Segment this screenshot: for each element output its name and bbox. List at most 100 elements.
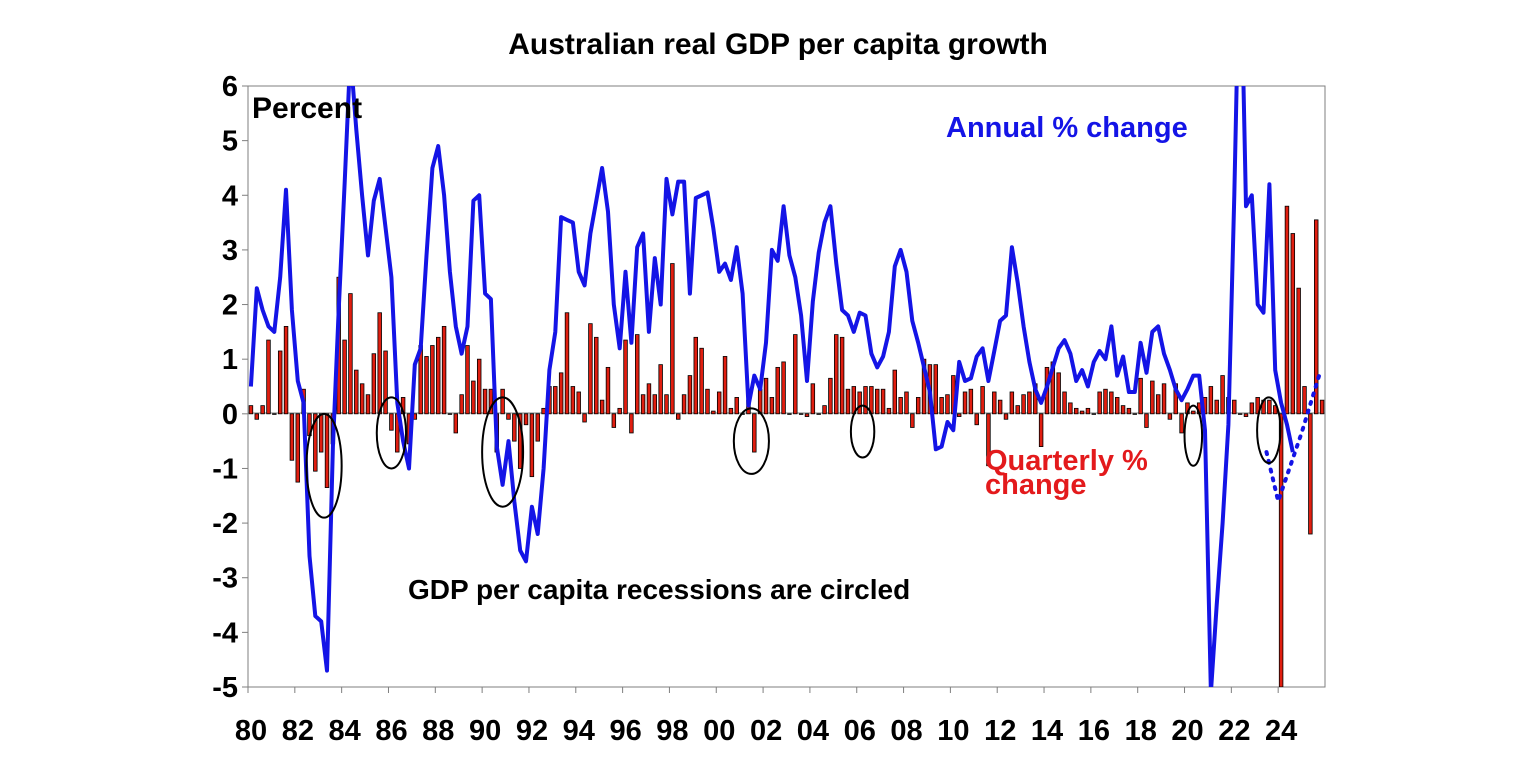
quarterly-bar [471,380,476,415]
quarterly-bar [804,413,810,417]
quarterly-bar [646,383,652,415]
quarterly-bar [1027,391,1032,415]
quarterly-bar [1038,413,1044,447]
quarterly-bar [822,405,827,415]
quarterly-bar [693,336,698,415]
quarterly-bar [266,339,271,415]
quarterly-bar [992,391,997,415]
quarterly-bar [529,413,535,478]
quarterly-bar [553,386,558,415]
quarterly-bars [248,205,1359,687]
x-tick-label: 88 [422,715,454,747]
quarterly-bar [1332,406,1336,414]
quarterly-bar [1161,383,1167,415]
quarterly-bar [623,339,628,415]
x-tick-label: 16 [1078,715,1110,747]
y-tick-label: -5 [212,672,238,704]
quarterly-bar [1109,391,1114,415]
quarterly-bar [1284,205,1290,415]
y-tick-label: 0 [222,399,238,431]
quarterly-bar [863,386,868,415]
quarterly-bar [1249,402,1255,415]
x-tick-label: 18 [1125,715,1157,747]
quarterly-bar [769,397,775,415]
quarterly-bar [986,413,991,467]
quarterly-bar [1214,399,1219,415]
quarterly-bar [705,388,710,415]
recession-circle [481,396,525,508]
quarterly-bar [260,405,265,415]
quarterly-series-label-line1: Quarterly % [985,445,1148,477]
quarterly-bar [857,391,862,415]
quarterly-bar [699,347,704,415]
x-tick-label: 12 [984,715,1016,747]
quarterly-bar [482,388,488,415]
quarterly-bar [348,293,353,415]
quarterly-bar [1091,413,1097,415]
quarterly-bar [1074,407,1079,415]
quarterly-bar [974,413,979,426]
quarterly-bar [1220,375,1225,415]
quarterly-bar [635,334,640,415]
x-tick-label: 04 [797,715,829,747]
quarterly-bar [787,413,792,415]
quarterly-bar [945,394,950,415]
x-tick-label: 86 [375,715,407,747]
quarterly-bar [1355,414,1359,452]
quarterly-bar [915,397,921,415]
annual-series-line [248,86,1295,687]
quarterly-bar [1097,391,1102,415]
quarterly-bar [1350,414,1354,430]
quarterly-bar [1290,233,1296,415]
quarterly-bar [535,413,540,442]
x-axis-ticks: 80 82 84 86 88 90 92 94 96 98 00 02 04 06 08 10 12 14 16 18… [235,687,1297,747]
quarterly-bar [436,336,441,415]
quarterly-bar [775,366,780,415]
quarterly-bar [781,361,786,415]
quarterly-bar [886,407,892,415]
y-tick-label: 5 [222,126,238,158]
chart-title: Australian real GDP per capita growth [508,28,1048,61]
x-tick-label: 06 [844,715,876,747]
quarterly-bar [447,413,453,415]
quarterly-bar [1138,377,1143,415]
x-tick-label: 82 [282,715,314,747]
quarterly-bar [1314,219,1319,415]
quarterly-bar [640,394,646,415]
quarterly-bar [898,397,903,415]
quarterly-bar [1132,413,1137,415]
quarterly-bar [711,410,716,415]
quarterly-bar [599,399,605,415]
y-axis-label: Percent [252,92,362,125]
quarterly-bar [652,394,658,415]
quarterly-bar [324,413,330,488]
y-axis-ticks: 6 5 4 3 2 1 0 -1 -2 -3 -4 -5 [212,71,248,704]
quarterly-bar [1179,413,1184,434]
quarterly-bar [389,413,394,431]
quarterly-bar [1114,397,1120,415]
quarterly-bar [875,388,880,415]
quarterly-bar [254,413,259,420]
quarterly-bar [453,413,459,434]
quarterly-bar [1079,410,1085,415]
quarterly-bar [383,350,388,415]
quarterly-bar [1208,386,1214,415]
quarterly-bar [570,386,576,415]
quarterly-bar [588,323,593,415]
y-tick-label: 2 [222,290,238,322]
x-tick-label: 90 [469,715,501,747]
quarterly-bar [1150,380,1155,415]
quarterly-bar [839,336,845,415]
quarterly-bar [793,334,798,415]
quarterly-bar [512,413,517,442]
y-tick-label: 4 [222,180,238,212]
x-tick-label: 00 [703,715,735,747]
quarterly-bar [1021,394,1026,415]
recession-circles [305,396,1282,519]
recession-circle [305,412,343,519]
quarterly-bar [1085,407,1091,415]
x-tick-label: 08 [890,715,922,747]
quarterly-bar [910,413,915,428]
quarterly-bar [318,413,324,453]
quarterly-bar [734,397,739,415]
